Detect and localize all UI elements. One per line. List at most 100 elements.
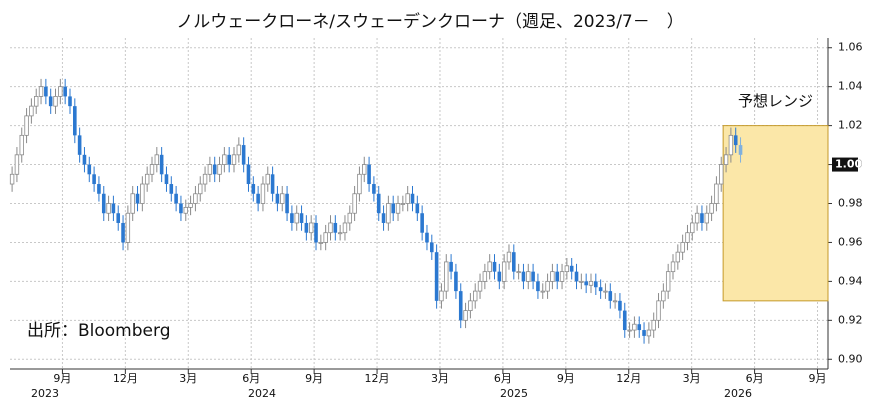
y-tick-label: 0.98 [838, 197, 863, 210]
candle-body [559, 271, 565, 282]
candle-body [314, 222, 318, 243]
candle-body [144, 173, 150, 185]
candle-body [444, 261, 449, 292]
candle-body [246, 164, 251, 185]
candle-body [116, 213, 121, 223]
candle-body [227, 154, 231, 165]
candle-body [183, 206, 188, 214]
last-price-box [832, 157, 858, 172]
candle-body [222, 154, 227, 165]
candle-body [97, 184, 101, 194]
candle-body [256, 193, 260, 204]
candle-body [642, 330, 646, 336]
candle-body [675, 251, 681, 263]
candle-body [130, 193, 135, 214]
candle-body [372, 184, 376, 194]
y-tick-label: 0.90 [838, 352, 863, 365]
y-tick-label: 0.96 [838, 235, 863, 248]
candle-body [420, 213, 424, 233]
candle-body [231, 154, 237, 165]
candle-body [608, 291, 613, 301]
candle-body [704, 212, 709, 224]
candle-body [87, 164, 92, 175]
candle-body [632, 323, 637, 331]
candle-body [376, 193, 381, 214]
candle-body [304, 222, 309, 233]
candle-body [627, 329, 632, 332]
candle-body [149, 164, 155, 175]
candle-body [719, 164, 724, 185]
candle-body [164, 174, 169, 185]
candle-body [386, 203, 391, 224]
year-label: 2024 [248, 387, 276, 400]
candle-body [415, 203, 420, 214]
x-tick-label: 6月 [242, 372, 260, 385]
candle-body [294, 212, 299, 224]
x-tick-label: 12月 [365, 372, 390, 385]
candle-body [694, 212, 700, 224]
candle-body [410, 193, 415, 204]
candle-body [618, 300, 622, 311]
x-tick-label: 12月 [616, 372, 641, 385]
candle-body [449, 261, 453, 272]
candle-body [323, 232, 328, 243]
candle-body [656, 300, 661, 321]
candle-body [487, 261, 492, 273]
candle-body [347, 212, 352, 224]
candle-body [458, 291, 463, 321]
candle-body [174, 193, 178, 204]
candle-body [73, 106, 77, 136]
candle-body [646, 329, 652, 337]
x-tick-label: 3月 [179, 372, 197, 385]
candle-body [531, 271, 535, 282]
candle-body [328, 222, 333, 234]
candle-body [473, 290, 478, 302]
candle-body [299, 213, 304, 223]
x-tick-label: 3月 [431, 372, 449, 385]
candle-body [738, 145, 743, 155]
candle-body [536, 281, 540, 292]
candle-body [202, 173, 208, 185]
candle-body [526, 271, 531, 282]
candle-body [550, 271, 555, 282]
candle-body [236, 144, 242, 156]
candle-body [63, 86, 67, 97]
candle-body [217, 164, 222, 175]
candle-body [512, 252, 516, 272]
candle-body [521, 271, 526, 282]
candle-body [555, 271, 560, 282]
candle-body [318, 242, 324, 244]
candle-body [265, 173, 270, 185]
chart-title: ノルウェークローネ/スウェーデンクローナ（週足、2023/7－ ） [176, 11, 684, 32]
candle-body [280, 193, 285, 204]
candle-body [82, 154, 87, 165]
candle-body [516, 271, 521, 274]
candle-body [77, 135, 82, 155]
candle-body [540, 290, 545, 293]
last-price-label: 1.00 [835, 158, 862, 171]
x-tick-label: 9月 [305, 372, 323, 385]
candle-body [594, 281, 598, 288]
candle-body [154, 154, 160, 165]
candle-body [14, 154, 20, 175]
candle-body [545, 280, 550, 292]
candle-body [367, 164, 371, 185]
candle-body [680, 242, 685, 253]
candle-body [193, 193, 198, 204]
candle-body [362, 164, 367, 175]
candle-body [9, 173, 15, 185]
candle-body [53, 96, 58, 107]
candle-body [68, 96, 72, 107]
candle-body [337, 232, 343, 235]
candle-body [38, 86, 44, 97]
candle-body [477, 280, 483, 292]
x-tick-label: 12月 [113, 372, 138, 385]
candle-body [19, 134, 24, 156]
candle-body [588, 280, 594, 286]
candle-body [275, 193, 280, 204]
candle-body [34, 96, 39, 107]
candle-body [48, 96, 53, 107]
candle-body [58, 86, 63, 97]
x-tick-label: 9月 [53, 372, 71, 385]
candle-body [212, 164, 217, 175]
